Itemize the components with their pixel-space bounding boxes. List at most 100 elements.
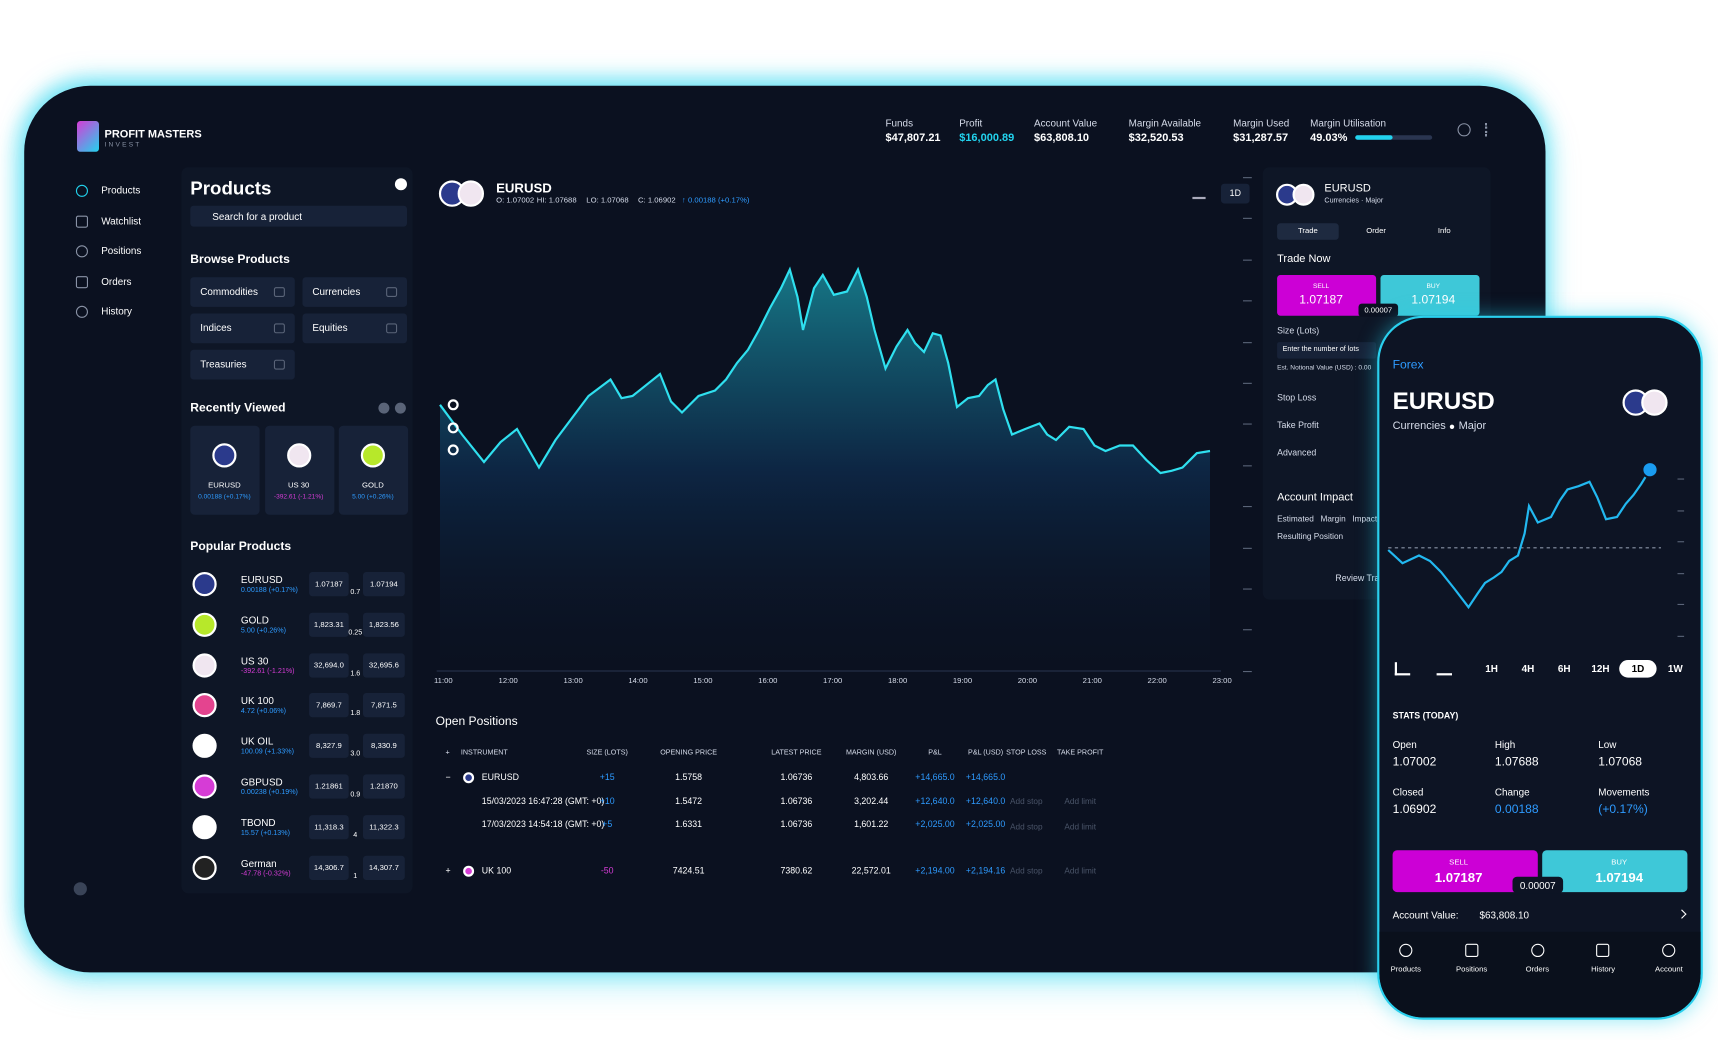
buy-box[interactable] bbox=[363, 572, 405, 597]
stat-label: Closed bbox=[1392, 786, 1424, 798]
nav-item[interactable]: History bbox=[1591, 965, 1616, 974]
sell-price: 1.07187 bbox=[1299, 293, 1343, 307]
position-limit[interactable]: Add limit bbox=[1064, 865, 1097, 876]
nav-item[interactable]: Orders bbox=[1525, 965, 1550, 974]
position-pnl-usd: +2,025.00 bbox=[965, 819, 1006, 830]
review-button[interactable]: Review Trade bbox=[1335, 573, 1390, 583]
recent-card[interactable] bbox=[264, 425, 334, 515]
buy-box[interactable] bbox=[363, 814, 405, 840]
nav-item[interactable]: Account bbox=[1654, 965, 1683, 974]
chart-tool[interactable] bbox=[447, 422, 459, 434]
nav-item[interactable]: Positions bbox=[101, 245, 142, 257]
tab[interactable]: Trade bbox=[1297, 227, 1318, 236]
position-limit[interactable]: Add limit bbox=[1064, 821, 1097, 832]
position-stop[interactable]: Add stop bbox=[1010, 821, 1043, 832]
product-change: 4.72 (+0.06%) bbox=[240, 707, 287, 716]
sell-box[interactable] bbox=[309, 572, 349, 597]
position-toggle[interactable]: + bbox=[445, 865, 451, 876]
timeframe[interactable]: 12H bbox=[1591, 663, 1610, 675]
trade-symbol: EURUSD bbox=[1324, 182, 1371, 195]
product-name[interactable]: GBPUSD bbox=[240, 776, 283, 788]
nav-item[interactable]: Orders bbox=[101, 275, 132, 287]
collapse-button[interactable] bbox=[73, 882, 87, 896]
recent-card[interactable] bbox=[338, 425, 409, 515]
sell-box[interactable] bbox=[309, 855, 349, 880]
stat-label: Movements bbox=[1598, 786, 1650, 798]
coin-icon bbox=[463, 772, 475, 784]
search-box[interactable] bbox=[190, 205, 407, 227]
chart-tool[interactable] bbox=[447, 444, 459, 456]
scroll-right[interactable] bbox=[394, 402, 406, 414]
nav-item[interactable]: Positions bbox=[1455, 965, 1488, 974]
sell-box[interactable] bbox=[309, 693, 349, 718]
timeframe-button[interactable] bbox=[1221, 183, 1250, 204]
buy-box[interactable] bbox=[363, 855, 405, 880]
position-instrument: 17/03/2023 14:54:18 (GMT: +0) bbox=[481, 819, 605, 830]
category-tile[interactable] bbox=[190, 313, 295, 344]
mobile-subcategory: Major bbox=[1458, 420, 1487, 433]
tab[interactable]: Info bbox=[1437, 227, 1451, 236]
position-toggle[interactable]: − bbox=[445, 772, 451, 783]
buy-box[interactable] bbox=[363, 693, 405, 718]
draw-button[interactable] bbox=[1436, 662, 1452, 676]
coin-icon bbox=[192, 612, 217, 637]
trade-option[interactable]: Take Profit bbox=[1277, 420, 1319, 431]
sell-box[interactable] bbox=[309, 733, 349, 759]
buy-box[interactable] bbox=[363, 612, 405, 637]
timeframe[interactable]: 1W bbox=[1667, 663, 1683, 675]
sell-box[interactable] bbox=[309, 774, 349, 799]
category-tile[interactable] bbox=[302, 313, 407, 344]
bars-button[interactable] bbox=[1394, 662, 1411, 676]
trade-option[interactable]: Advanced bbox=[1277, 447, 1317, 458]
scroll-left[interactable] bbox=[378, 402, 390, 414]
category-tile[interactable] bbox=[302, 277, 407, 307]
product-name[interactable]: EURUSD bbox=[240, 574, 283, 586]
timeframe[interactable]: 4H bbox=[1521, 663, 1535, 675]
position-stop[interactable]: Add stop bbox=[1010, 865, 1043, 876]
buy-box[interactable] bbox=[363, 774, 405, 799]
account-label: Funds bbox=[885, 117, 914, 129]
buy-box[interactable] bbox=[363, 733, 405, 759]
chart-type-button[interactable] bbox=[1192, 188, 1206, 200]
size-input[interactable] bbox=[1277, 342, 1377, 359]
nav-item[interactable]: Watchlist bbox=[101, 215, 141, 227]
position-stop[interactable]: Add stop bbox=[1010, 796, 1043, 807]
category-tile[interactable] bbox=[190, 349, 295, 380]
product-name[interactable]: TBOND bbox=[240, 817, 276, 829]
position-latest: 7380.62 bbox=[780, 865, 813, 876]
position-limit[interactable]: Add limit bbox=[1064, 796, 1097, 807]
timeframe[interactable]: 1D bbox=[1631, 663, 1645, 675]
stat-value: 1.07002 bbox=[1392, 755, 1437, 769]
chart-tool[interactable] bbox=[447, 399, 459, 411]
menu-button[interactable] bbox=[1485, 123, 1488, 137]
timeframe[interactable]: 6H bbox=[1557, 663, 1571, 675]
nav-item[interactable]: Products bbox=[1390, 965, 1421, 974]
trade-option[interactable]: Stop Loss bbox=[1277, 392, 1317, 403]
price-tick bbox=[1243, 547, 1252, 549]
back-link[interactable]: Forex bbox=[1392, 358, 1424, 372]
recent-card[interactable] bbox=[190, 425, 260, 515]
nav-icon bbox=[1596, 943, 1610, 957]
nav-item[interactable]: Products bbox=[101, 184, 141, 196]
category-tile[interactable] bbox=[190, 277, 295, 307]
product-name[interactable]: UK OIL bbox=[240, 736, 274, 748]
sell-box[interactable] bbox=[309, 652, 349, 678]
stat-value: 0.00188 bbox=[1494, 803, 1539, 817]
tab[interactable]: Order bbox=[1366, 227, 1386, 236]
search-placeholder: Search for a product bbox=[212, 211, 303, 223]
buy-box[interactable] bbox=[363, 652, 405, 678]
product-name[interactable]: GOLD bbox=[240, 614, 269, 626]
nav-item[interactable]: History bbox=[101, 305, 133, 317]
close-button[interactable] bbox=[394, 178, 407, 191]
info-button[interactable] bbox=[1457, 123, 1471, 137]
price-tick bbox=[1677, 603, 1685, 605]
timeframe[interactable]: 1H bbox=[1485, 663, 1498, 675]
position-size: -50 bbox=[600, 865, 614, 876]
sell-box[interactable] bbox=[309, 814, 349, 840]
product-name[interactable]: German bbox=[240, 857, 277, 869]
product-name[interactable]: UK 100 bbox=[240, 695, 274, 707]
mobile-buy[interactable] bbox=[1542, 850, 1688, 893]
sell-box[interactable] bbox=[309, 612, 349, 637]
product-name[interactable]: US 30 bbox=[240, 655, 269, 667]
